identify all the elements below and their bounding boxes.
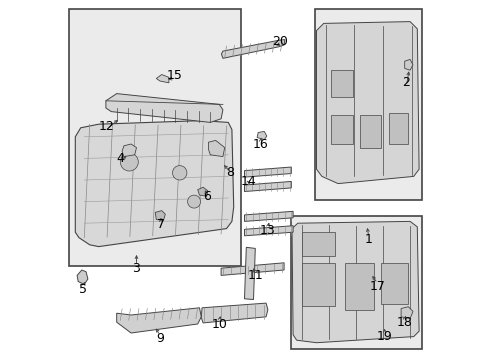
Text: 2: 2 — [402, 76, 409, 89]
Text: 1: 1 — [364, 233, 372, 246]
Bar — [314, 9, 421, 200]
Text: 17: 17 — [369, 280, 385, 293]
Polygon shape — [156, 75, 168, 83]
Polygon shape — [221, 263, 284, 275]
Text: 20: 20 — [272, 35, 288, 48]
Polygon shape — [201, 303, 267, 323]
Text: 13: 13 — [260, 224, 275, 237]
Bar — [330, 115, 352, 144]
Polygon shape — [316, 22, 418, 184]
Bar — [359, 115, 381, 148]
Text: 16: 16 — [252, 138, 268, 150]
Text: 7: 7 — [157, 219, 164, 231]
Bar — [345, 263, 373, 310]
Polygon shape — [75, 121, 233, 247]
Bar — [330, 70, 352, 97]
Text: 11: 11 — [247, 269, 263, 282]
Text: 14: 14 — [240, 175, 255, 188]
Text: 4: 4 — [116, 152, 124, 165]
Text: 9: 9 — [156, 332, 163, 345]
Circle shape — [187, 195, 200, 208]
Bar — [302, 263, 334, 306]
Circle shape — [120, 153, 138, 171]
Polygon shape — [244, 181, 291, 192]
Polygon shape — [208, 140, 224, 157]
Bar — [69, 9, 241, 266]
Text: 18: 18 — [396, 316, 412, 329]
Polygon shape — [404, 59, 412, 70]
Text: 15: 15 — [166, 69, 182, 82]
Bar — [387, 113, 407, 144]
Polygon shape — [400, 307, 412, 319]
Polygon shape — [257, 131, 266, 140]
Bar — [381, 263, 407, 304]
Bar — [302, 232, 334, 256]
Text: 3: 3 — [132, 262, 140, 275]
Polygon shape — [244, 211, 292, 221]
Polygon shape — [244, 226, 292, 236]
Text: 8: 8 — [225, 166, 234, 179]
Polygon shape — [244, 247, 255, 300]
Text: 12: 12 — [99, 120, 115, 132]
Circle shape — [172, 166, 186, 180]
Polygon shape — [244, 167, 291, 177]
Polygon shape — [291, 221, 418, 343]
Text: 5: 5 — [79, 283, 87, 296]
Polygon shape — [122, 144, 136, 157]
Polygon shape — [155, 211, 165, 220]
Bar — [290, 216, 421, 349]
Text: 6: 6 — [203, 190, 210, 203]
Polygon shape — [221, 40, 284, 58]
Text: 19: 19 — [376, 330, 392, 343]
Polygon shape — [117, 308, 201, 333]
Polygon shape — [197, 187, 207, 196]
Text: 10: 10 — [211, 318, 227, 330]
Polygon shape — [77, 270, 88, 284]
Polygon shape — [106, 94, 223, 122]
